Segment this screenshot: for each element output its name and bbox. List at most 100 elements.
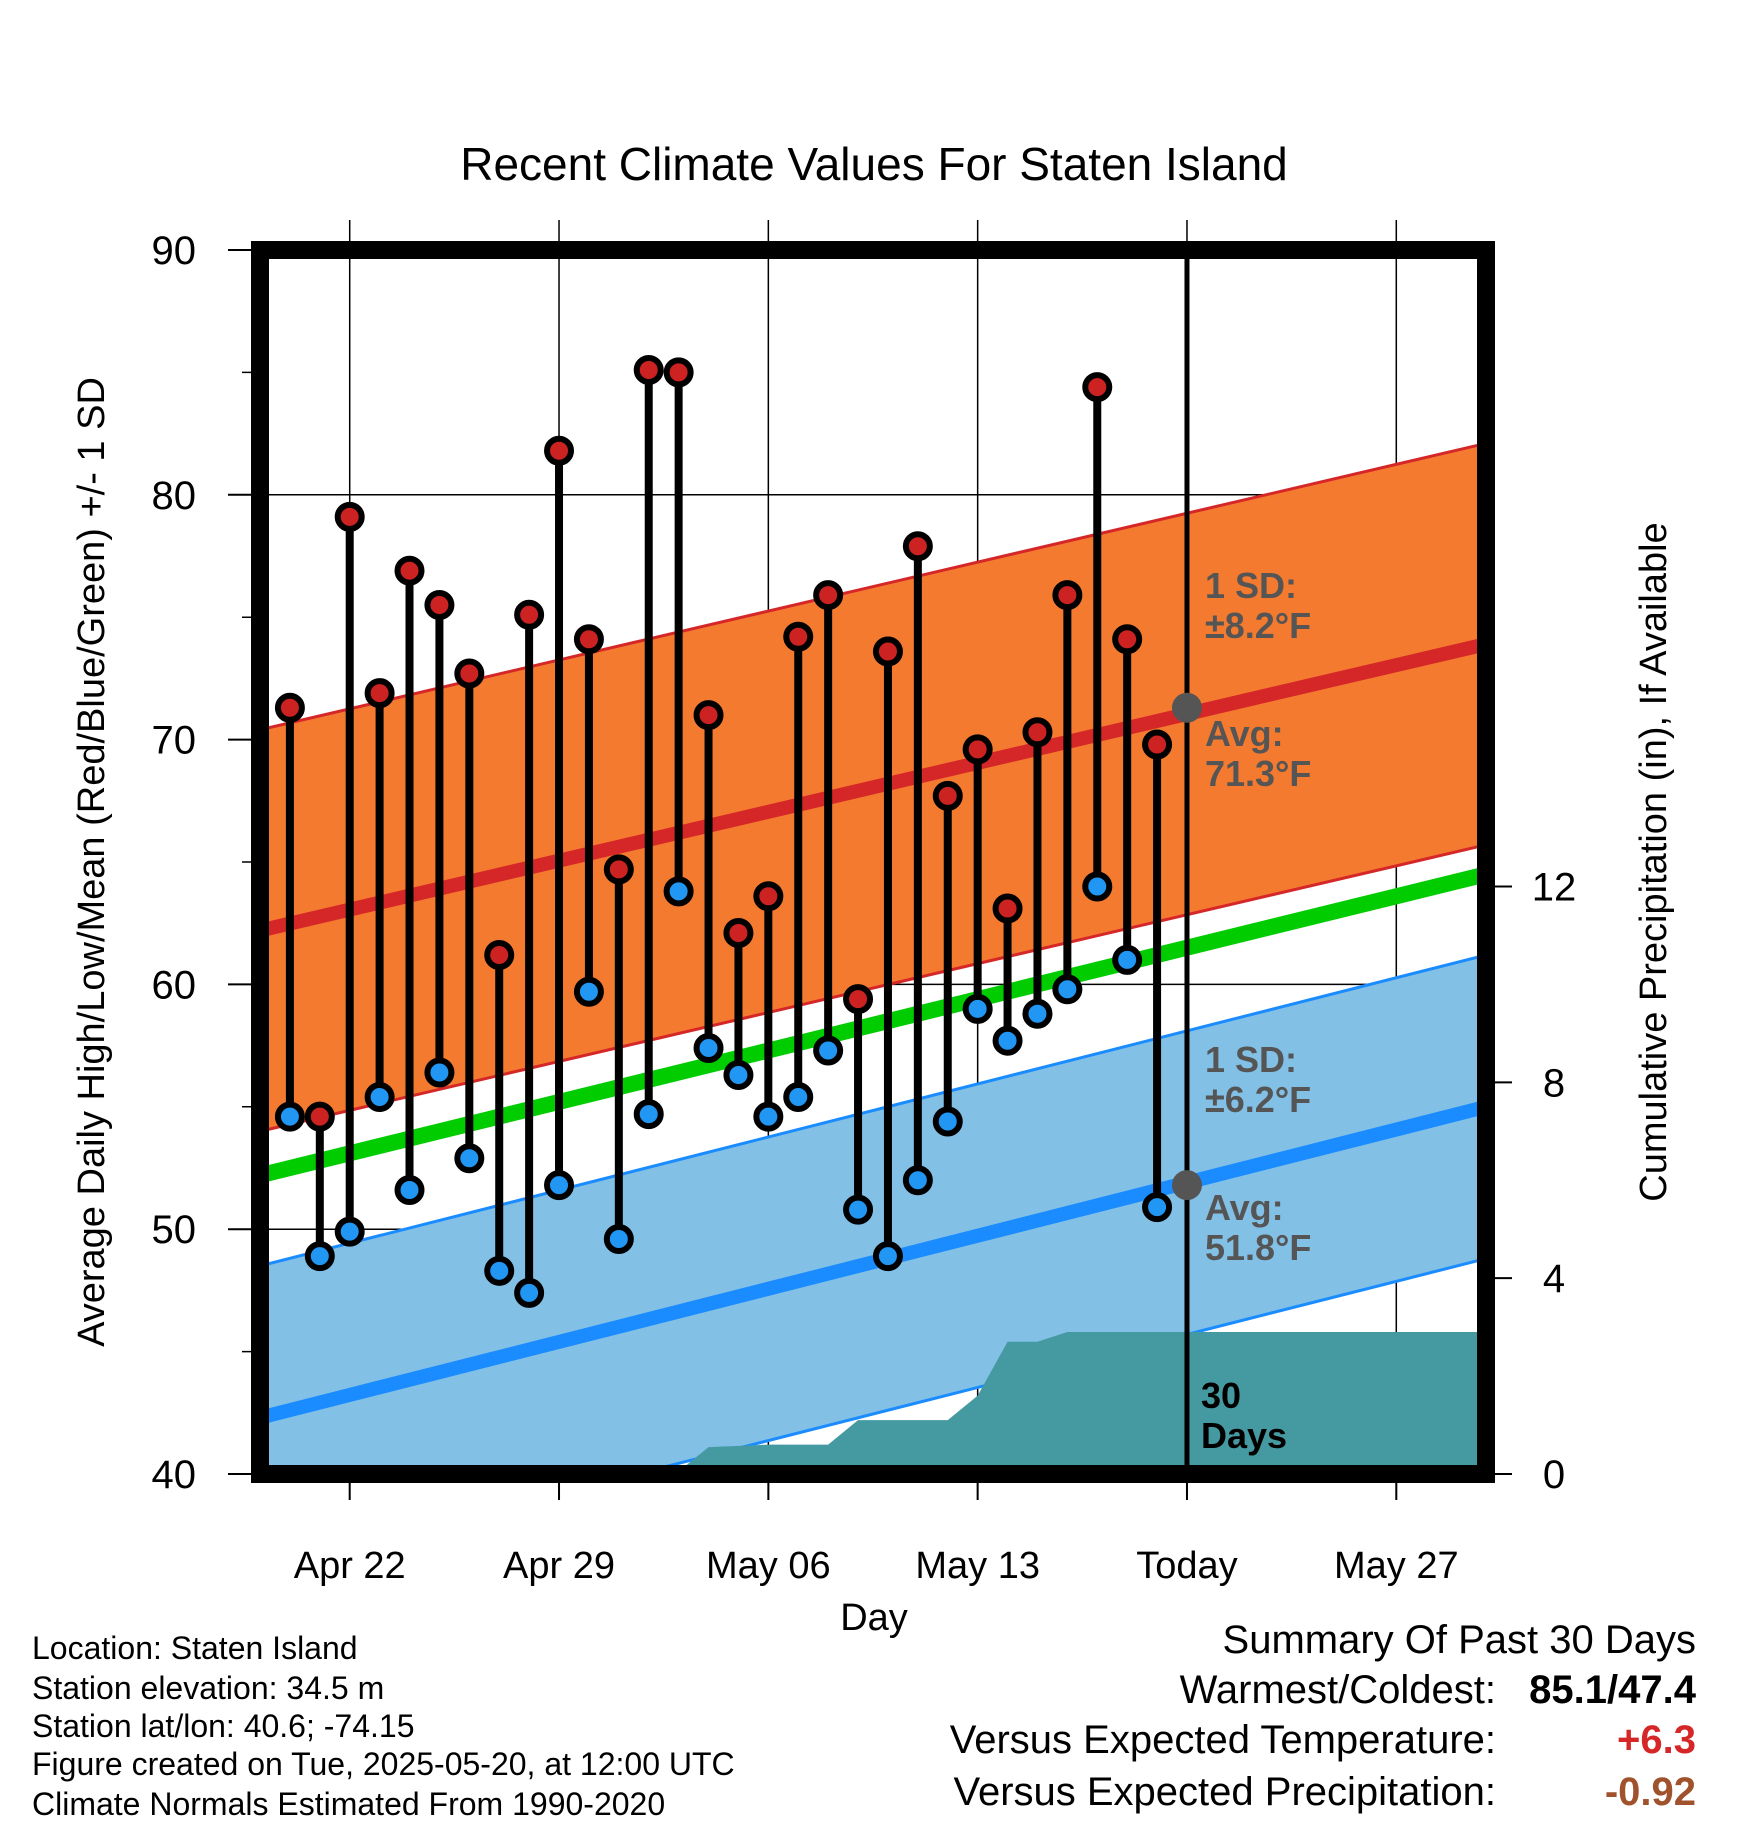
today-low-avg-dot: [1171, 1170, 1202, 1201]
y2-tick-label: 4: [1543, 1257, 1565, 1301]
y-tick-label: 60: [152, 963, 197, 1007]
high-marker: [1052, 580, 1083, 611]
x-tick-label: Apr 29: [503, 1545, 615, 1587]
low-sd-annotation: 1 SD:: [1205, 1039, 1297, 1080]
y-axis-label: Average Daily High/Low/Mean (Red/Blue/Gr…: [71, 377, 113, 1347]
x-tick-label: May 06: [706, 1545, 831, 1587]
x-tick-label: May 13: [915, 1545, 1040, 1587]
low-marker: [843, 1194, 874, 1225]
y2-tick-label: 12: [1532, 865, 1577, 909]
high-marker: [872, 636, 903, 667]
y2-axis-label: Cumulative Precipitation (in), If Availa…: [1633, 522, 1675, 1201]
x-tick-label: May 27: [1334, 1545, 1459, 1587]
chart-title: Recent Climate Values For Staten Island: [460, 138, 1288, 190]
high-marker: [573, 624, 604, 655]
low-avg-line: [260, 1100, 1486, 1425]
summary-temp-label: Versus Expected Temperature:: [949, 1718, 1496, 1762]
high-marker: [633, 354, 664, 385]
summary-warmest-value: 85.1/47.4: [1529, 1668, 1696, 1712]
y-tick-label: 90: [152, 229, 197, 273]
summary-precip-label: Versus Expected Precipitation:: [953, 1770, 1496, 1814]
low-marker: [962, 993, 993, 1024]
low-marker: [484, 1255, 515, 1286]
low-marker: [663, 876, 694, 907]
high-avg-annotation: 71.3°F: [1205, 753, 1311, 794]
high-marker: [962, 734, 993, 765]
x-tick-label: Apr 22: [294, 1545, 406, 1587]
plot-area: [260, 250, 1486, 1474]
temperature-markers: [274, 354, 1202, 1308]
low-marker: [783, 1082, 814, 1113]
low-marker: [902, 1165, 933, 1196]
y-tick-label: 80: [152, 474, 197, 518]
high-marker: [514, 599, 545, 630]
low-marker: [753, 1101, 784, 1132]
footer-created: Figure created on Tue, 2025-05-20, at 12…: [32, 1746, 735, 1782]
high-marker: [334, 501, 365, 532]
low-marker: [723, 1059, 754, 1090]
high-marker: [1082, 372, 1113, 403]
low-marker: [394, 1175, 425, 1206]
high-marker: [1142, 729, 1173, 760]
high-marker: [1112, 624, 1143, 655]
low-marker: [693, 1033, 724, 1064]
low-marker: [633, 1099, 664, 1130]
high-marker: [424, 589, 455, 620]
x-axis-label: Day: [840, 1597, 908, 1639]
low-marker: [813, 1035, 844, 1066]
high-marker: [364, 678, 395, 709]
high-marker: [1022, 717, 1053, 748]
high-marker: [783, 621, 814, 652]
today-high-avg-dot: [1171, 692, 1202, 723]
mean-avg-line: [260, 866, 1486, 1184]
footer-normals: Climate Normals Estimated From 1990-2020: [32, 1786, 666, 1822]
high-marker: [544, 435, 575, 466]
low-marker: [1142, 1192, 1173, 1223]
high-marker: [723, 917, 754, 948]
low-avg-annotation: 51.8°F: [1205, 1227, 1311, 1268]
high-avg-line: [260, 637, 1486, 938]
y-tick-label: 50: [152, 1208, 197, 1252]
low-marker: [1112, 944, 1143, 975]
low-marker: [304, 1241, 335, 1272]
y2-tick-label: 0: [1543, 1453, 1565, 1497]
high-marker: [603, 854, 634, 885]
high-sd-annotation: ±8.2°F: [1205, 605, 1311, 646]
low-sd-annotation: ±6.2°F: [1205, 1079, 1311, 1120]
summary-warmest-label: Warmest/Coldest:: [1179, 1668, 1496, 1712]
low-marker: [992, 1025, 1023, 1056]
high-marker: [843, 984, 874, 1015]
low-marker: [1052, 974, 1083, 1005]
low-marker: [872, 1241, 903, 1272]
high-marker: [274, 692, 305, 723]
window-annotation: 30: [1201, 1375, 1241, 1416]
x-tick-label: Today: [1136, 1545, 1237, 1587]
footer-elevation: Station elevation: 34.5 m: [32, 1670, 385, 1706]
summary-temp-value: +6.3: [1617, 1718, 1696, 1762]
high-avg-annotation: Avg:: [1205, 713, 1284, 754]
y-tick-label: 70: [152, 719, 197, 763]
low-avg-annotation: Avg:: [1205, 1187, 1284, 1228]
footer-latlon: Station lat/lon: 40.6; -74.15: [32, 1708, 415, 1744]
low-marker: [932, 1106, 963, 1137]
low-marker: [514, 1277, 545, 1308]
high-marker: [394, 555, 425, 586]
summary-precip-value: -0.92: [1604, 1770, 1696, 1814]
high-marker: [813, 580, 844, 611]
low-marker: [1022, 998, 1053, 1029]
high-marker: [693, 700, 724, 731]
high-marker: [753, 881, 784, 912]
high-marker: [484, 940, 515, 971]
high-marker: [902, 531, 933, 562]
summary-title: Summary Of Past 30 Days: [1222, 1618, 1696, 1662]
low-marker: [454, 1143, 485, 1174]
low-marker: [603, 1223, 634, 1254]
low-marker: [364, 1082, 395, 1113]
low-marker: [334, 1216, 365, 1247]
high-sd-annotation: 1 SD:: [1205, 565, 1297, 606]
high-marker: [932, 780, 963, 811]
y-tick-label: 40: [152, 1453, 197, 1497]
low-marker: [573, 976, 604, 1007]
footer-location: Location: Staten Island: [32, 1630, 358, 1666]
